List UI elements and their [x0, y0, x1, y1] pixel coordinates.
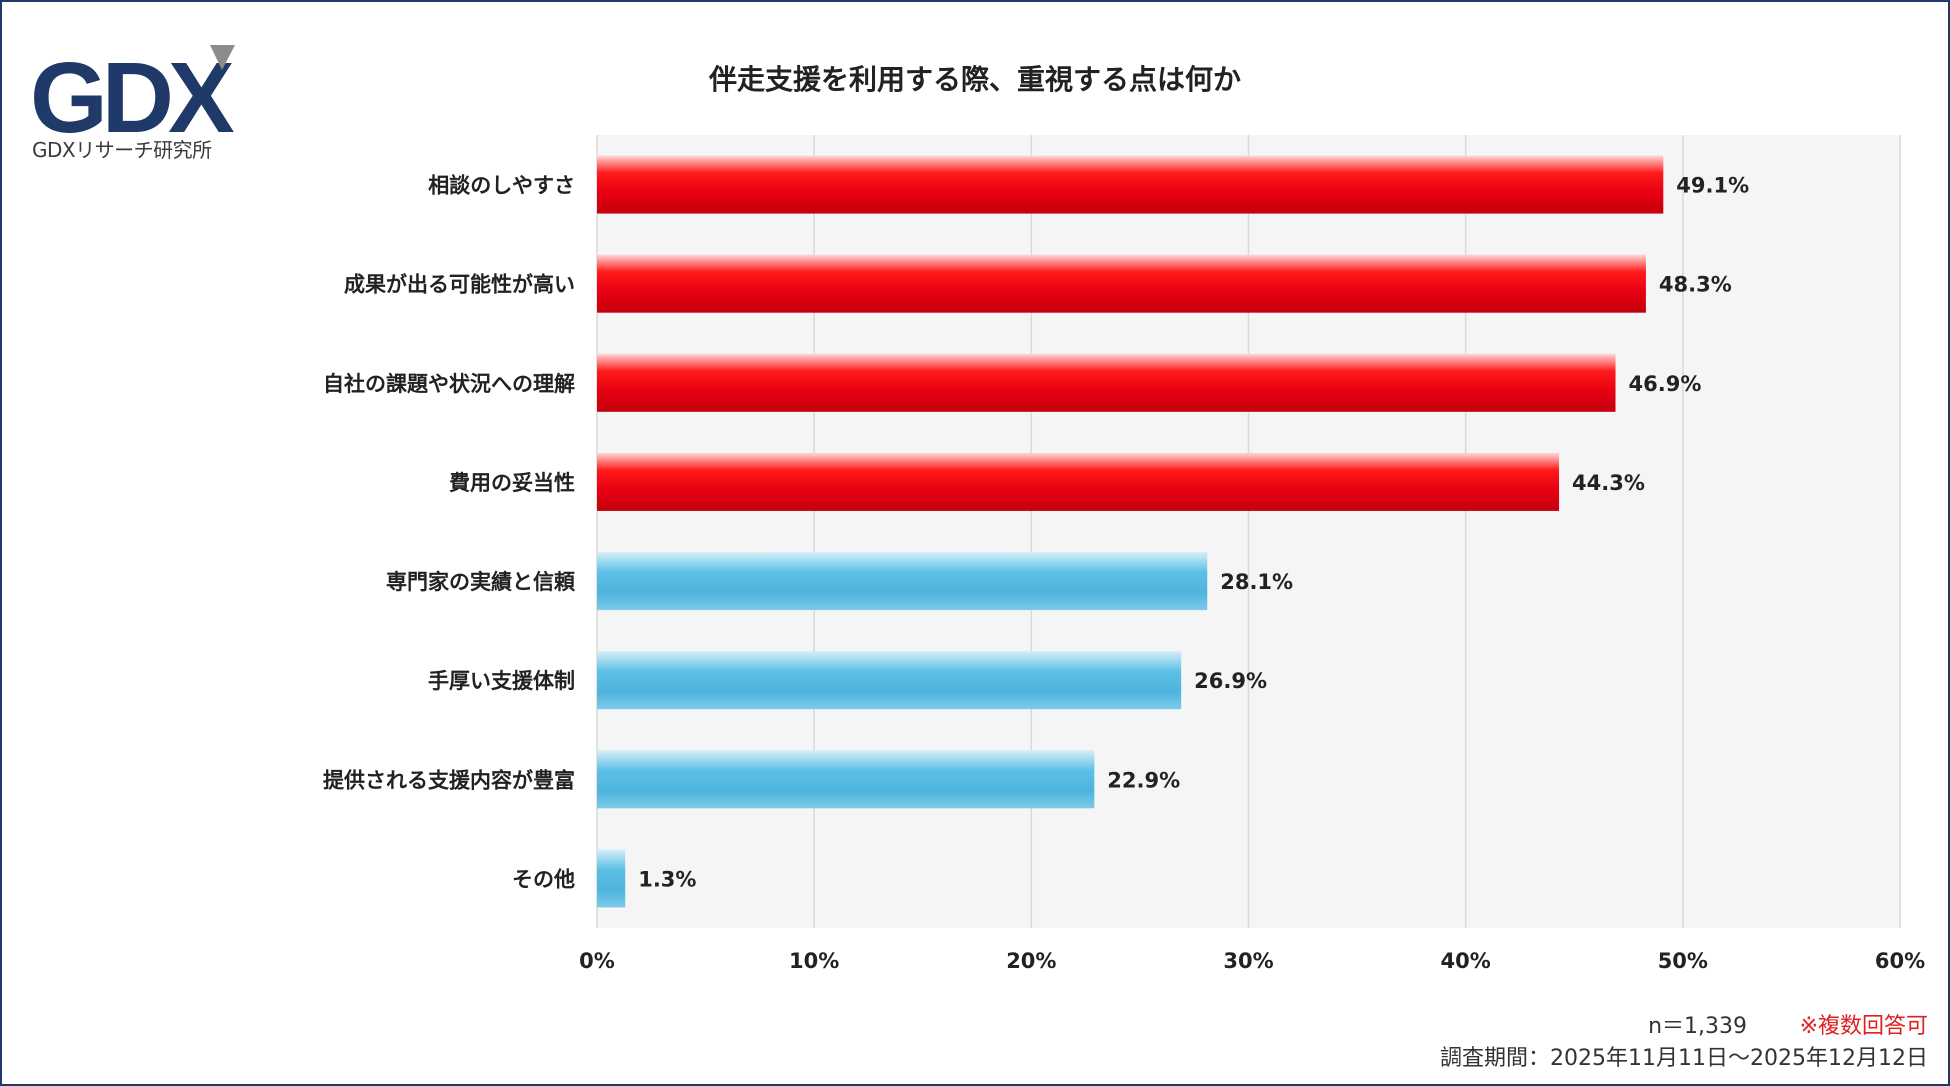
bar [597, 353, 1616, 412]
labels: 0% 10% 20% 30% 40% 50% 60% 相談のしやすさ 49.1% 成果が出る可能性… [323, 174, 1925, 973]
value-label: 28.1% [1220, 570, 1293, 594]
category-label: 成果が出る可能性が高い [344, 273, 575, 297]
bar [597, 750, 1095, 809]
category-label: その他 [512, 867, 575, 891]
value-label: 49.1% [1676, 174, 1749, 198]
x-tick-label: 60% [1875, 949, 1925, 973]
value-label: 46.9% [1629, 372, 1702, 396]
category-label: 自社の課題や状況への理解 [323, 372, 575, 396]
value-label: 1.3% [638, 867, 696, 891]
category-label: 専門家の実績と信頼 [386, 570, 576, 594]
sample-size-note: n＝1,339 [1648, 1014, 1747, 1039]
chart-title: 伴走支援を利用する際、重視する点は何か [708, 63, 1241, 96]
category-label: 手厚い支援体制 [428, 669, 575, 693]
bar [597, 552, 1208, 611]
bar [597, 849, 626, 908]
bars [597, 155, 1664, 908]
value-label: 26.9% [1194, 669, 1267, 693]
value-label: 22.9% [1107, 768, 1180, 792]
x-tick-label: 40% [1441, 949, 1491, 973]
x-tick-label: 50% [1658, 949, 1708, 973]
bar [597, 651, 1182, 710]
value-label: 48.3% [1659, 273, 1732, 297]
logo-caption: GDXリサーチ研究所 [32, 138, 212, 162]
survey-period-note: 調査期間：2025年11月11日～2025年12月12日 [1440, 1046, 1928, 1071]
x-tick-label: 20% [1006, 949, 1056, 973]
x-tick-label: 30% [1223, 949, 1273, 973]
multiple-answer-note: ※複数回答可 [1799, 1014, 1928, 1039]
category-label: 提供される支援内容が豊富 [323, 768, 575, 792]
category-label: 費用の妥当性 [449, 471, 575, 495]
bar [597, 254, 1646, 313]
bar [597, 155, 1664, 214]
value-label: 44.3% [1572, 471, 1645, 495]
bar-chart: 0% 10% 20% 30% 40% 50% 60% 相談のしやすさ 49.1% 成果が出る可能性… [323, 135, 1925, 973]
logo-text: GDX [30, 42, 234, 154]
gdx-logo: GDX [30, 42, 240, 154]
category-label: 相談のしやすさ [428, 174, 575, 198]
logo-accent-triangle [210, 45, 235, 70]
x-tick-label: 10% [789, 949, 839, 973]
bar [597, 452, 1560, 511]
x-tick-label: 0% [579, 949, 615, 973]
